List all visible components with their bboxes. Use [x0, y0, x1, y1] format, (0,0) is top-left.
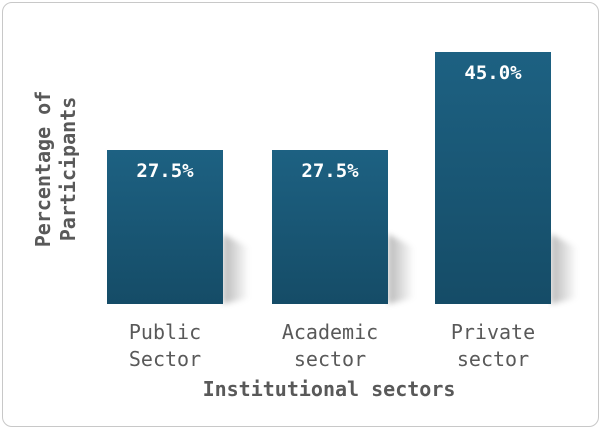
bar-shadow [388, 234, 414, 304]
x-axis-title: Institutional sectors [203, 377, 456, 401]
bar-value-label: 27.5% [136, 160, 194, 182]
bar-chart: 27.5% 27.5% 45.0% Public Sector Academic sect… [31, 52, 577, 401]
x-tick-label: Public Sector [129, 320, 201, 371]
bar [435, 52, 551, 304]
bar-value-label: 45.0% [464, 62, 522, 84]
bar-value-label: 27.5% [301, 160, 359, 182]
x-tick-label: Private sector [451, 320, 535, 371]
bar-shadow [551, 234, 577, 304]
x-tick-label: Academic sector [282, 320, 378, 371]
y-axis-title: Percentage ofParticipants [31, 91, 80, 248]
bar-shadow [223, 234, 249, 304]
bar [107, 150, 223, 304]
bar [272, 150, 388, 304]
